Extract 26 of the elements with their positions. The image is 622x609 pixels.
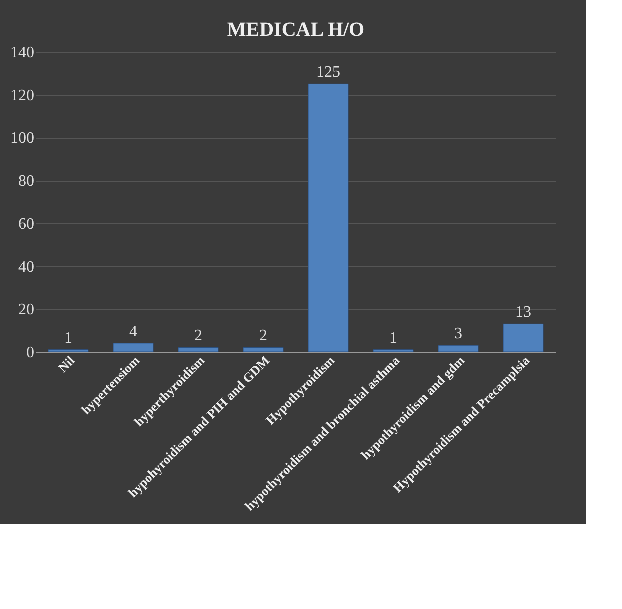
bar bbox=[503, 324, 544, 352]
data-label: 1 bbox=[64, 330, 72, 347]
y-tick-label: 0 bbox=[26, 344, 34, 362]
y-tick-label: 20 bbox=[18, 302, 34, 319]
data-label: 3 bbox=[454, 326, 462, 343]
data-label: 13 bbox=[516, 304, 532, 322]
data-label: 2 bbox=[260, 328, 268, 345]
x-tick-label: Nil bbox=[55, 352, 78, 376]
y-tick-label: 40 bbox=[18, 258, 34, 276]
y-tick-label: 100 bbox=[10, 130, 34, 148]
data-label: 1 bbox=[390, 330, 398, 347]
bar bbox=[308, 84, 349, 352]
data-label: 125 bbox=[316, 64, 340, 82]
bar bbox=[48, 350, 89, 352]
bar bbox=[373, 350, 414, 352]
y-tick-label: 80 bbox=[18, 173, 34, 190]
bar bbox=[438, 345, 479, 352]
data-label: 4 bbox=[130, 323, 138, 340]
y-tick-label: 140 bbox=[10, 44, 34, 62]
bar bbox=[178, 347, 219, 352]
chart-title: MEDICAL H/O bbox=[227, 19, 365, 41]
y-tick-label: 60 bbox=[18, 216, 34, 233]
data-label: 2 bbox=[194, 328, 202, 345]
bar bbox=[243, 347, 284, 352]
bar bbox=[113, 343, 154, 352]
y-tick-label: 120 bbox=[10, 87, 34, 104]
